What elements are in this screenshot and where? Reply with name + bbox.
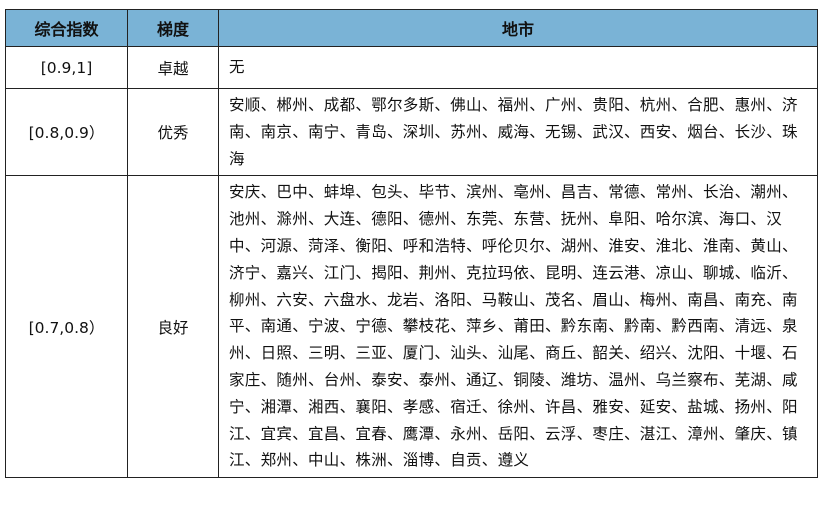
grade-cell: 优秀 — [127, 87, 219, 177]
table-row: [0.9,1] 卓越 无 — [5, 46, 818, 89]
cities-cell: 安庆、巴中、蚌埠、包头、毕节、滨州、亳州、昌吉、常德、常州、长治、潮州、池州、滁… — [218, 175, 818, 479]
cities-cell: 安顺、郴州、成都、鄂尔多斯、佛山、福州、广州、贵阳、杭州、合肥、惠州、济南、南京… — [218, 87, 818, 177]
grade-cell: 良好 — [127, 175, 219, 479]
header-grade: 梯度 — [127, 9, 219, 47]
table-row: [0.8,0.9） 优秀 安顺、郴州、成都、鄂尔多斯、佛山、福州、广州、贵阳、杭… — [5, 87, 818, 177]
grade-cell: 卓越 — [127, 46, 219, 89]
table-row: [0.7,0.8） 良好 安庆、巴中、蚌埠、包头、毕节、滨州、亳州、昌吉、常德、… — [5, 175, 818, 479]
cities-cell: 无 — [218, 46, 818, 89]
header-index: 综合指数 — [5, 9, 128, 47]
header-cities: 地市 — [218, 9, 818, 47]
city-index-table: 综合指数 梯度 地市 [0.9,1] 卓越 无 [0.8,0.9） 优秀 安顺、… — [5, 9, 818, 479]
index-cell: [0.8,0.9） — [5, 87, 128, 177]
header-row: 综合指数 梯度 地市 — [5, 9, 818, 47]
index-cell: [0.7,0.8） — [5, 175, 128, 479]
index-cell: [0.9,1] — [5, 46, 128, 89]
